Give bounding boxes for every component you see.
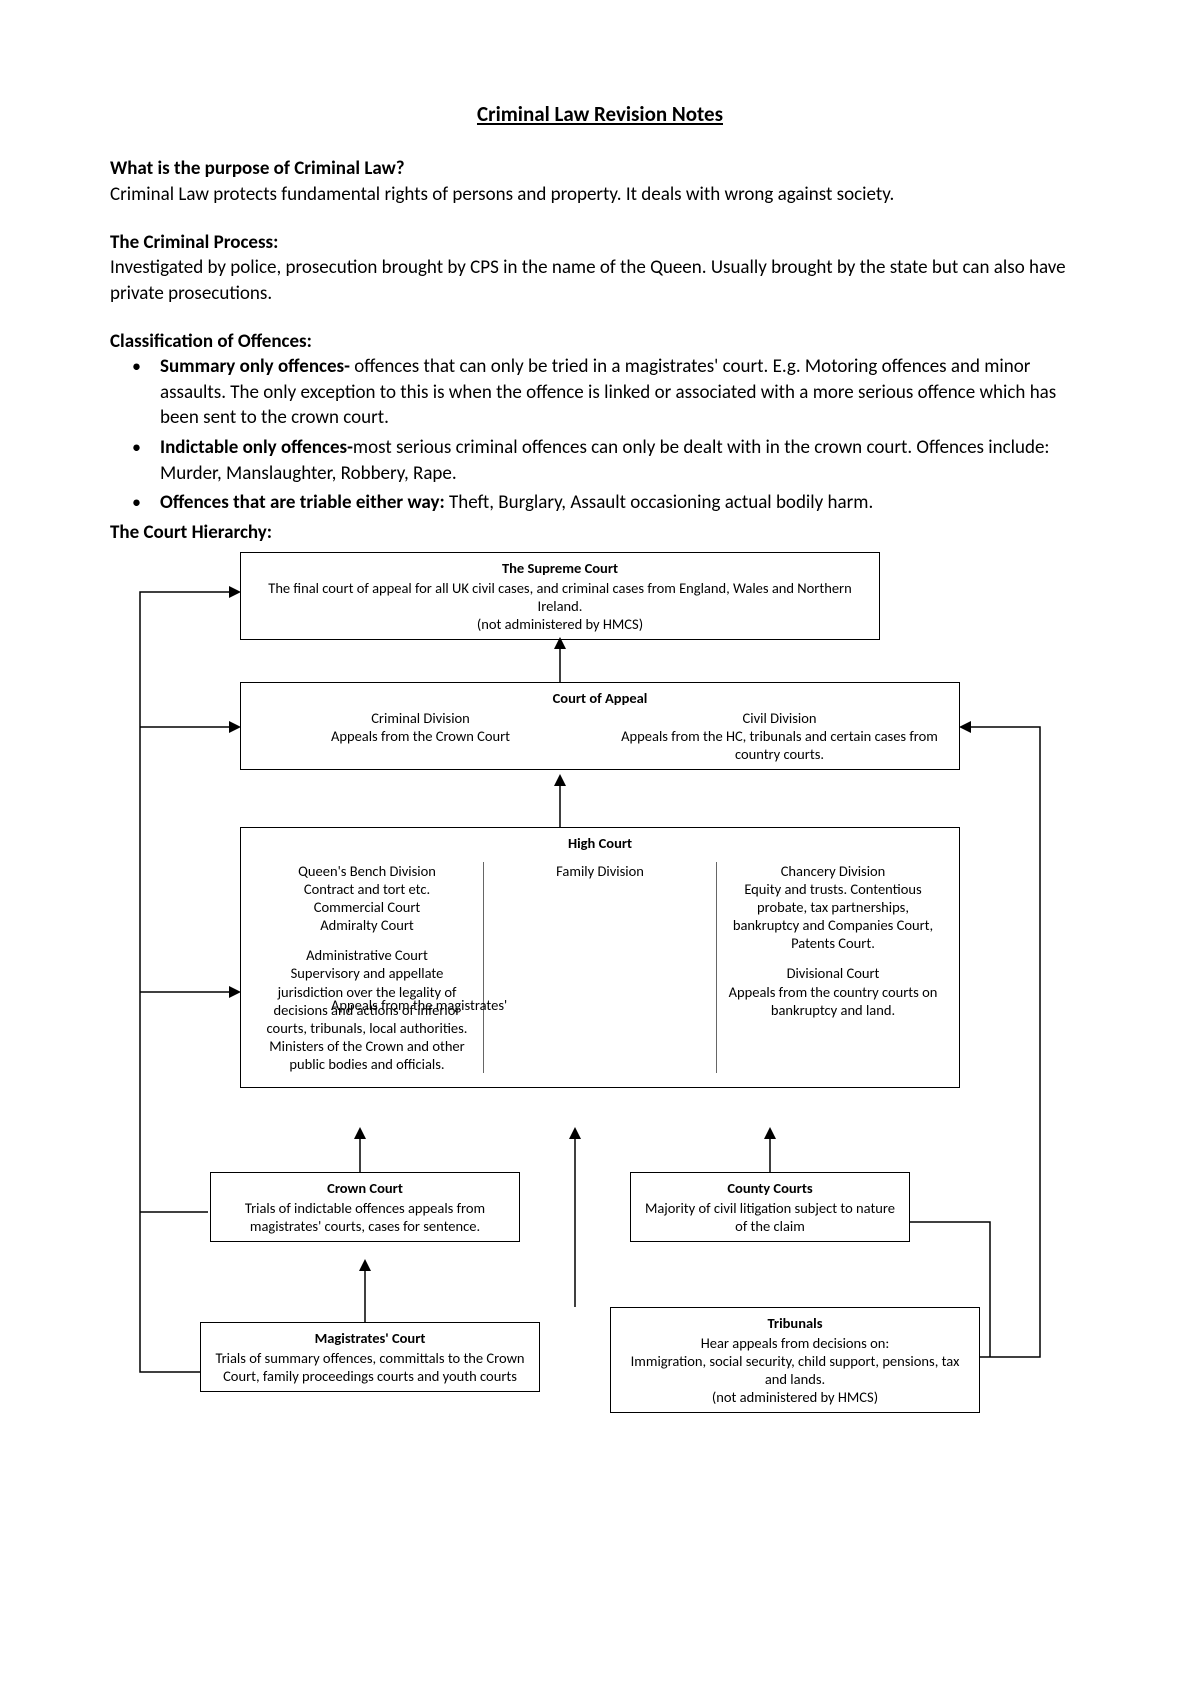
heading-process: The Criminal Process: — [110, 231, 278, 254]
list-item: Summary only offences- offences that can… — [160, 354, 1090, 431]
classification-list: Summary only offences- offences that can… — [110, 354, 1090, 516]
heading-classification: Classification of Offences: — [110, 330, 312, 353]
body-purpose: Criminal Law protects fundamental rights… — [110, 183, 894, 206]
list-item: Indictable only offences-most serious cr… — [160, 435, 1090, 486]
page-title: Criminal Law Revision Notes — [110, 100, 1090, 128]
bullet-label: Indictable only offences- — [160, 436, 353, 459]
heading-hierarchy: The Court Hierarchy: — [110, 520, 1090, 546]
list-item: Offences that are triable either way: Th… — [160, 490, 1090, 516]
bullet-label: Summary only offences- — [160, 355, 354, 378]
bullet-label: Offences that are triable either way: — [160, 491, 449, 514]
heading-purpose: What is the purpose of Criminal Law? — [110, 157, 405, 180]
section-process: The Criminal Process: Investigated by po… — [110, 230, 1090, 307]
bullet-text: Theft, Burglary, Assault occasioning act… — [449, 491, 873, 514]
section-classification: Classification of Offences: Summary only… — [110, 329, 1090, 516]
section-purpose: What is the purpose of Criminal Law? Cri… — [110, 156, 1090, 207]
body-process: Investigated by police, prosecution brou… — [110, 256, 1066, 305]
court-hierarchy-diagram: The Supreme Court The final court of app… — [120, 552, 1080, 1432]
arrow-icon — [120, 552, 1080, 1432]
